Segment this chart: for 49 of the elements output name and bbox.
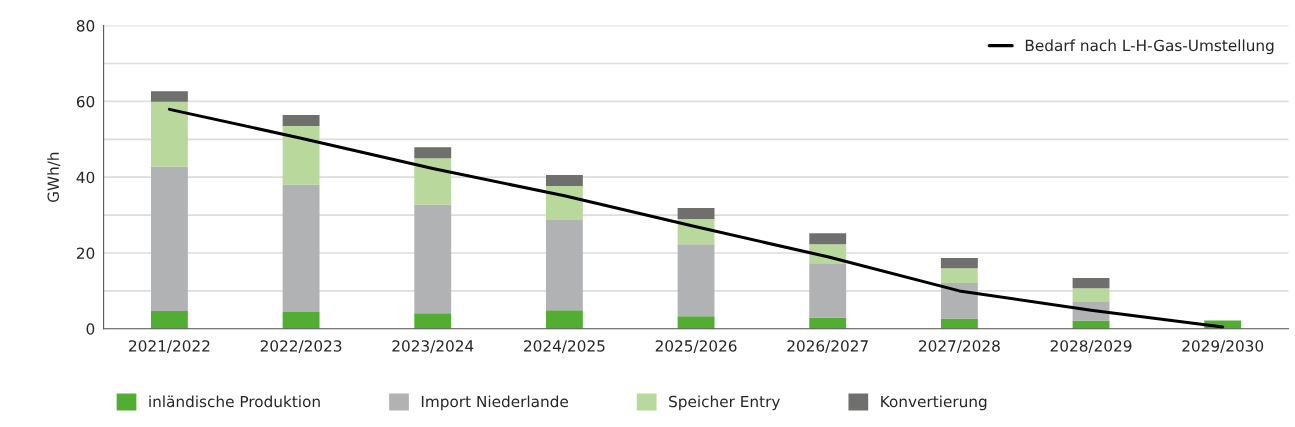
x-tick-label: 2021/2022 xyxy=(129,340,210,353)
legend-label: inländische Produktion xyxy=(149,395,320,408)
bar xyxy=(414,147,452,159)
bar xyxy=(282,312,320,329)
legend-label: Konvertierung xyxy=(881,395,987,411)
bar xyxy=(940,268,978,283)
bar xyxy=(1072,320,1110,329)
y-tick-label: 60 xyxy=(76,95,95,108)
x-tick-label: 2022/2023 xyxy=(260,340,342,353)
x-tick-label: 2027/2028 xyxy=(919,340,1000,353)
y-tick-label: 40 xyxy=(76,171,95,184)
x-tick-label: 2028/2029 xyxy=(1050,340,1132,353)
bar xyxy=(414,158,452,205)
legend-label: Speicher Entry xyxy=(669,395,780,411)
x-tick-label: 2026/2027 xyxy=(787,340,868,353)
bar xyxy=(282,184,320,313)
bar xyxy=(1072,278,1110,289)
bar xyxy=(545,220,583,311)
bar xyxy=(677,244,715,317)
bar xyxy=(545,185,583,221)
bar xyxy=(809,233,847,245)
x-tick-label: 2029/2030 xyxy=(1182,340,1264,353)
bar xyxy=(1072,288,1110,302)
bar xyxy=(677,316,715,329)
x-tick-label: 2024/2025 xyxy=(524,340,605,353)
bar xyxy=(809,263,847,318)
x-tick-label: 2023/2024 xyxy=(392,340,474,353)
legend-label: Bedarf nach L-H-Gas-Umstellung xyxy=(1025,39,1274,55)
y-tick-label: 0 xyxy=(86,323,95,335)
x-tick-label: 2025/2026 xyxy=(655,340,737,353)
y-tick-label: 80 xyxy=(76,20,95,32)
bar xyxy=(545,310,583,329)
bar xyxy=(809,317,847,329)
bar xyxy=(151,101,188,167)
legend-label: Import Niederlande xyxy=(421,395,568,411)
bar xyxy=(677,207,715,219)
bar xyxy=(282,115,320,127)
y-axis-title: GWh/h xyxy=(47,152,61,203)
bar xyxy=(940,282,978,319)
bar xyxy=(151,310,188,329)
bar xyxy=(151,91,188,102)
line-series xyxy=(167,107,1225,329)
bar xyxy=(151,166,188,311)
bar xyxy=(545,174,583,186)
bar xyxy=(940,257,978,269)
bar xyxy=(282,126,320,185)
bar xyxy=(414,204,452,314)
bar xyxy=(414,313,452,329)
y-tick-label: 20 xyxy=(76,247,95,260)
